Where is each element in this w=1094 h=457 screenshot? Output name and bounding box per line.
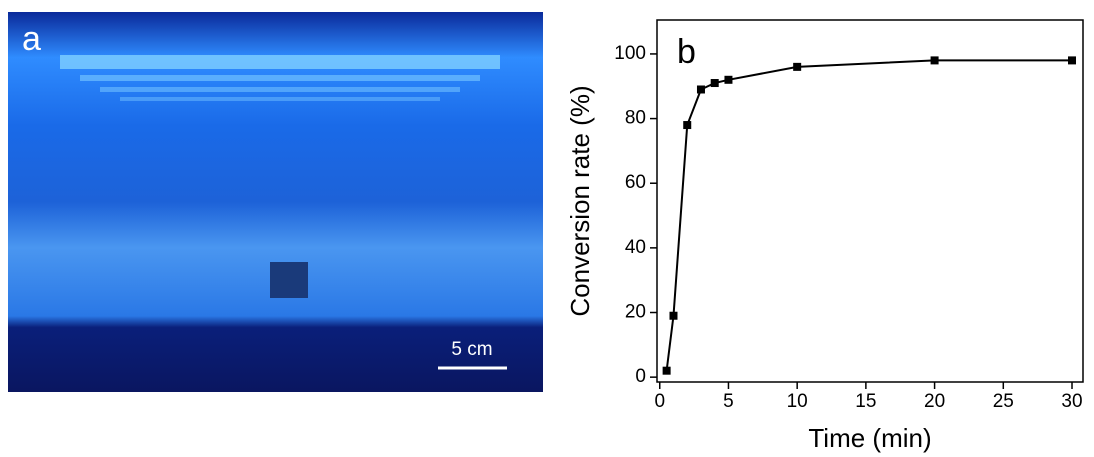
sample-holder (270, 262, 308, 298)
point (669, 312, 677, 320)
y-tick-label: 0 (635, 366, 646, 387)
x-tick-label: 25 (993, 391, 1014, 412)
lamp (100, 87, 460, 92)
y-tick-label: 40 (625, 237, 646, 258)
point (1068, 56, 1076, 64)
panel-label: a (22, 20, 41, 58)
y-axis-title: Conversion rate (%) (565, 85, 595, 316)
photo: a 5 cm (8, 12, 543, 392)
plot-frame (657, 20, 1083, 382)
x-tick-label: 20 (924, 391, 945, 412)
y-tick-label: 20 (625, 302, 646, 323)
panel-label: b (677, 33, 696, 71)
lamp (120, 97, 440, 101)
point (711, 79, 719, 87)
point (931, 56, 939, 64)
x-tick-label: 0 (654, 391, 665, 412)
lamp (80, 75, 480, 81)
point (683, 121, 691, 129)
point (697, 85, 705, 93)
point (663, 367, 671, 375)
x-tick-label: 15 (855, 391, 876, 412)
x-tick-label: 5 (723, 391, 734, 412)
x-tick-label: 10 (787, 391, 808, 412)
y-tick-label: 60 (625, 172, 646, 193)
series-line (667, 60, 1072, 370)
point (724, 76, 732, 84)
y-tick-label: 100 (614, 43, 646, 64)
figure: a 5 cm b Time (min) Conversion rate (%) … (0, 0, 1094, 457)
point (793, 63, 801, 71)
x-tick-label: 30 (1061, 391, 1082, 412)
x-axis-title: Time (min) (808, 423, 931, 453)
y-tick-label: 80 (625, 108, 646, 129)
scale-label: 5 cm (451, 339, 492, 360)
lamp (60, 55, 500, 69)
